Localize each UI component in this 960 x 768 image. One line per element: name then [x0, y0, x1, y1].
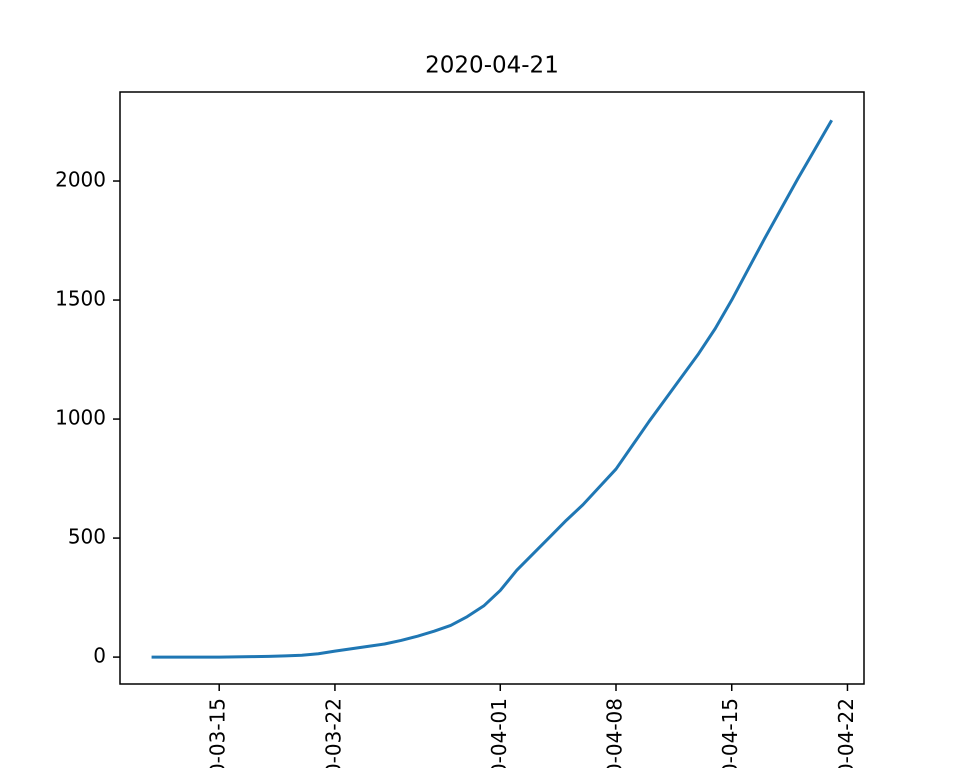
- y-tick-label: 1500: [55, 287, 106, 311]
- x-tick-label: 2020-04-22: [834, 698, 858, 768]
- y-tick-label: 500: [68, 525, 106, 549]
- x-tick-label: 2020-03-15: [206, 698, 230, 768]
- chart-title: 2020-04-21: [425, 53, 559, 79]
- x-tick-label: 2020-04-15: [718, 698, 742, 768]
- y-tick-label: 2000: [55, 168, 106, 192]
- x-tick-label: 2020-03-22: [321, 698, 345, 768]
- y-tick-label: 1000: [55, 406, 106, 430]
- y-tick-label: 0: [93, 644, 106, 668]
- x-tick-label: 2020-04-08: [603, 698, 627, 768]
- data-line: [151, 119, 833, 659]
- x-tick-label: 2020-04-01: [487, 698, 511, 768]
- plot-frame: [119, 91, 865, 685]
